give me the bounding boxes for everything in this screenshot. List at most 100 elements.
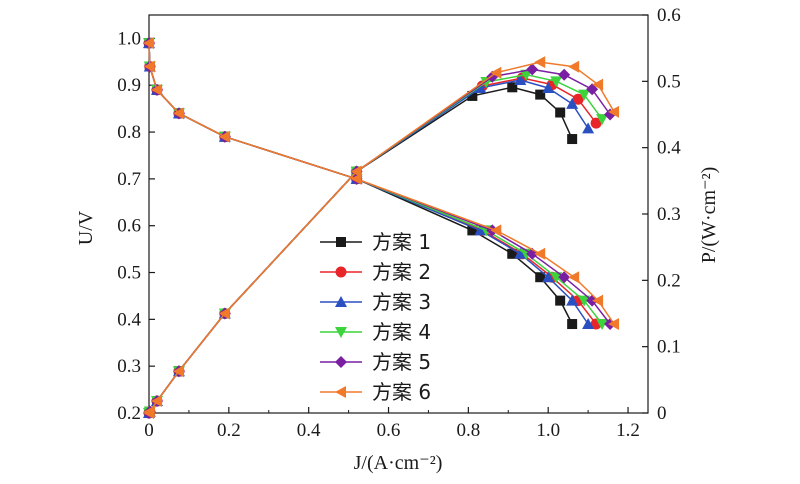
voltage-point bbox=[550, 272, 563, 284]
x-tick-label: 0.2 bbox=[217, 420, 241, 441]
power-point bbox=[542, 81, 555, 93]
y-right-tick-label: 0.5 bbox=[657, 71, 681, 92]
voltage-point bbox=[467, 225, 478, 236]
series-1 bbox=[144, 38, 578, 418]
voltage-point bbox=[172, 107, 184, 120]
curves-layer bbox=[143, 37, 620, 419]
voltage-point bbox=[474, 224, 487, 236]
legend-marker bbox=[335, 386, 346, 398]
power-point bbox=[550, 76, 563, 88]
power-point bbox=[480, 76, 493, 88]
series-3 bbox=[143, 37, 595, 418]
power-point bbox=[586, 83, 599, 96]
voltage-point bbox=[567, 319, 578, 330]
power-point bbox=[568, 60, 580, 73]
power-point bbox=[582, 122, 595, 134]
power-point bbox=[143, 405, 155, 418]
voltage-point bbox=[143, 37, 154, 50]
legend-label: 方案 4 bbox=[372, 320, 431, 344]
legend: 方案 1 方案 2 方案 3 方案 4 方案 5 方案 6 bbox=[320, 230, 431, 404]
power-point bbox=[490, 66, 502, 79]
power-point bbox=[578, 89, 591, 101]
voltage-point bbox=[143, 60, 155, 73]
power-point bbox=[572, 93, 584, 105]
power-point bbox=[467, 90, 478, 101]
y-right-tick-label: 0.1 bbox=[657, 337, 681, 358]
y-axis-right-title: P/(W·cm⁻²) bbox=[698, 167, 720, 264]
axes-layer: 0 0.2 0.4 0.6 0.8 1.0 1.20.20.30.40.50.60.70.8… bbox=[117, 5, 681, 441]
y-left-tick-label: 0.3 bbox=[117, 356, 141, 377]
legend-label: 方案 6 bbox=[372, 380, 431, 404]
y-right-tick-label: 0.6 bbox=[657, 5, 681, 26]
voltage-point bbox=[558, 271, 571, 284]
power-point bbox=[608, 105, 620, 118]
y-left-tick-label: 0.2 bbox=[117, 403, 141, 424]
legend-item-2: 方案 2 bbox=[320, 260, 431, 284]
power-point bbox=[514, 74, 527, 86]
voltage-point bbox=[568, 271, 580, 284]
legend-marker bbox=[335, 327, 347, 338]
voltage-point bbox=[555, 295, 566, 306]
power-point bbox=[172, 365, 184, 378]
legend-item-6: 方案 6 bbox=[320, 380, 431, 404]
x-tick-label: 1.0 bbox=[536, 420, 560, 441]
power-point bbox=[567, 134, 578, 145]
power-point bbox=[526, 63, 539, 76]
power-point bbox=[350, 165, 362, 178]
y-left-tick-label: 0.6 bbox=[117, 216, 141, 237]
power-point bbox=[520, 69, 533, 81]
legend-label: 方案 2 bbox=[372, 260, 431, 284]
y-left-tick-label: 0.8 bbox=[117, 122, 141, 143]
voltage-point bbox=[592, 294, 604, 307]
power-point bbox=[596, 114, 609, 126]
x-tick-label: 0.4 bbox=[297, 420, 321, 441]
power-point bbox=[592, 78, 604, 91]
y-left-tick-label: 1.0 bbox=[117, 28, 141, 49]
power-point bbox=[534, 56, 546, 69]
y-left-tick-label: 0.4 bbox=[117, 309, 141, 330]
power-point bbox=[150, 395, 162, 408]
voltage-point bbox=[490, 224, 502, 237]
y-left-tick-label: 0.9 bbox=[117, 75, 141, 96]
voltage-point bbox=[566, 294, 579, 306]
legend-item-1: 方案 1 bbox=[320, 230, 431, 254]
power-point bbox=[535, 89, 546, 100]
x-tick-label: 0 bbox=[144, 420, 154, 441]
y-left-tick-label: 0.7 bbox=[117, 169, 141, 190]
power-point bbox=[558, 68, 571, 81]
series-6 bbox=[143, 37, 620, 419]
power-point bbox=[474, 81, 487, 93]
power-line bbox=[148, 79, 589, 414]
legend-marker bbox=[336, 237, 346, 247]
legend-marker bbox=[335, 356, 347, 368]
voltage-point bbox=[534, 247, 546, 260]
x-axis-title: J/(A·cm⁻²) bbox=[354, 452, 443, 474]
legend-item-5: 方案 5 bbox=[320, 350, 431, 374]
y-right-tick-label: 0.2 bbox=[657, 270, 681, 291]
y-axis-left-title: U/V bbox=[75, 210, 97, 245]
voltage-point bbox=[218, 130, 230, 143]
y-right-tick-label: 0.4 bbox=[657, 138, 681, 159]
voltage-point bbox=[542, 271, 555, 283]
y-right-tick-label: 0 bbox=[657, 403, 667, 424]
x-tick-label: 0.6 bbox=[377, 420, 401, 441]
power-point bbox=[507, 82, 518, 93]
legend-marker bbox=[335, 266, 347, 278]
voltage-point bbox=[582, 318, 595, 330]
y-left-tick-label: 0.5 bbox=[117, 263, 141, 284]
power-point bbox=[555, 107, 566, 118]
voltage-point bbox=[535, 272, 546, 283]
legend-item-3: 方案 3 bbox=[320, 290, 431, 314]
voltage-point bbox=[514, 247, 527, 259]
voltage-point bbox=[608, 318, 620, 331]
power-point bbox=[590, 117, 602, 129]
voltage-point bbox=[507, 248, 518, 259]
voltage-point bbox=[578, 295, 591, 307]
power-point bbox=[566, 97, 579, 109]
legend-label: 方案 3 bbox=[372, 290, 431, 314]
legend-item-4: 方案 4 bbox=[320, 320, 431, 344]
voltage-point bbox=[596, 319, 609, 331]
x-tick-label: 1.2 bbox=[616, 420, 640, 441]
x-tick-label: 0.8 bbox=[456, 420, 480, 441]
